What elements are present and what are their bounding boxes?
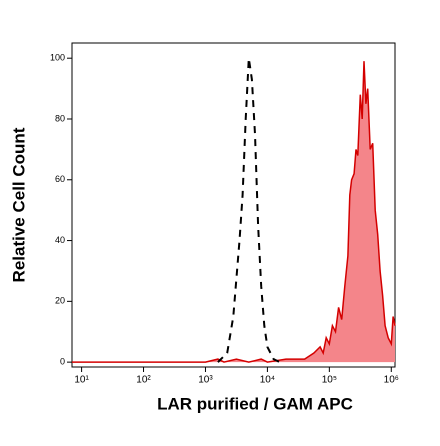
y-tick-label: 100	[50, 53, 65, 63]
y-axis-label: Relative Cell Count	[9, 127, 28, 282]
y-tick-label: 20	[55, 296, 65, 306]
histogram-line	[217, 58, 281, 364]
x-tick-label: 10⁶	[384, 375, 399, 386]
x-tick-label: 10⁵	[322, 375, 337, 386]
y-tick-label: 60	[55, 174, 65, 184]
histogram-fill	[72, 61, 395, 363]
x-tick-label: 10³	[198, 375, 213, 386]
y-tick-label: 0	[60, 357, 65, 367]
histogram-line	[72, 61, 396, 363]
x-tick-label: 10²	[136, 375, 151, 386]
y-tick-label: 80	[55, 113, 65, 123]
plot-frame	[71, 42, 396, 368]
x-tick-label: 10⁴	[260, 375, 275, 386]
x-axis-label: LAR purified / GAM APC	[157, 394, 353, 413]
y-tick-label: 40	[55, 235, 65, 245]
x-tick-label: 10¹	[74, 375, 89, 386]
